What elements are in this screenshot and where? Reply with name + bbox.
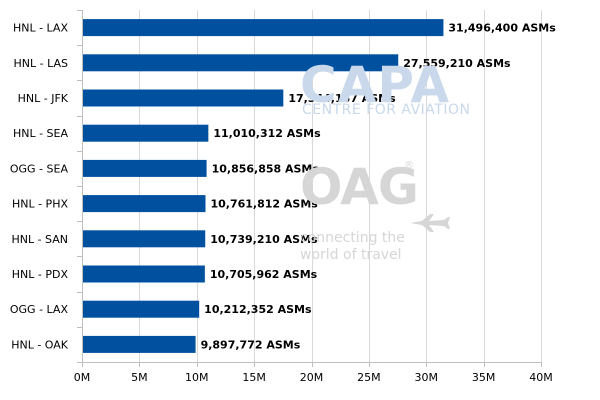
x-tick-label: 25M (357, 371, 381, 384)
bar (83, 265, 205, 283)
bars (83, 19, 444, 353)
data-label: 10,856,858 ASMs (212, 162, 320, 175)
data-label: 10,739,210 ASMs (210, 233, 318, 246)
category-label: OGG - LAX (10, 303, 69, 316)
axes (77, 10, 542, 367)
labels: 0M 5M 10M 15M 20M 25M 30M 35M 40M HNL - LAX 31,496… (10, 22, 556, 384)
category-label: HNL - PHX (12, 198, 68, 211)
category-label: HNL - LAS (14, 57, 68, 70)
x-tick-label: 0M (74, 371, 91, 384)
bar (83, 89, 284, 107)
bar (83, 335, 196, 353)
category-label: HNL - PDX (12, 268, 69, 281)
data-label: 31,496,400 ASMs (448, 22, 556, 35)
data-label: 17,544,157 ASMs (288, 92, 396, 105)
bar (83, 195, 206, 213)
category-label: HNL - OAK (11, 338, 69, 351)
bar (83, 19, 444, 37)
category-label: OGG - SEA (10, 162, 69, 175)
x-tick-label: 5M (131, 371, 148, 384)
category-label: HNL - JFK (18, 92, 69, 105)
category-label: HNL - SEA (13, 127, 69, 140)
data-label: 10,705,962 ASMs (210, 268, 318, 281)
bar (83, 124, 209, 142)
category-label: HNL - LAX (13, 22, 68, 35)
data-label: 10,761,812 ASMs (210, 198, 318, 211)
data-label: 9,897,772 ASMs (201, 338, 301, 351)
data-label: 11,010,312 ASMs (213, 127, 321, 140)
bar (83, 230, 206, 248)
x-tick-label: 40M (529, 371, 553, 384)
category-label: HNL - SAN (11, 233, 68, 246)
x-tick-label: 30M (415, 371, 439, 384)
data-label: 10,212,352 ASMs (204, 303, 312, 316)
data-label: 27,559,210 ASMs (403, 57, 511, 70)
bar (83, 54, 399, 72)
x-tick-label: 10M (185, 371, 209, 384)
x-tick-label: 15M (242, 371, 266, 384)
bar (83, 300, 200, 318)
x-tick-label: 20M (300, 371, 324, 384)
bar (83, 159, 207, 177)
x-tick-label: 35M (472, 371, 496, 384)
